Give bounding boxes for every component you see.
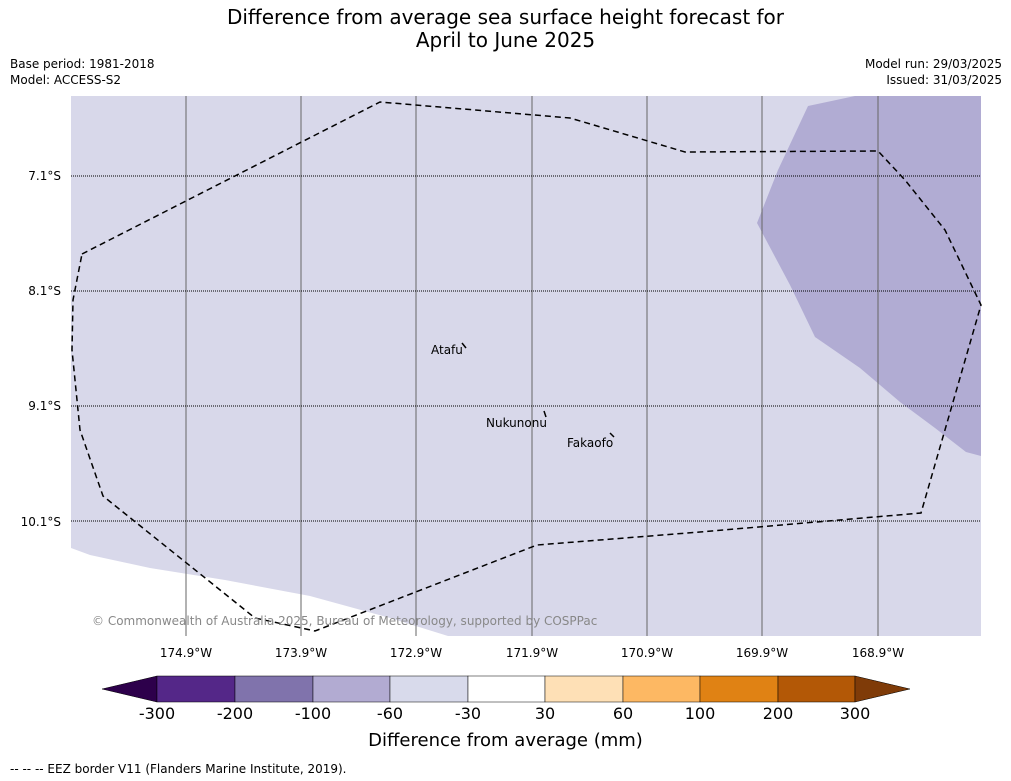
lon-label: 172.9°W [389,646,443,660]
colorbar-segment [389,675,469,703]
island-marks [461,342,615,438]
lon-label: 171.9°W [505,646,559,660]
colorbar-segment [156,675,236,703]
lon-label: 169.9°W [735,646,789,660]
colorbar-segment [777,675,856,703]
lon-label: 174.9°W [159,646,213,660]
colorbar-tick: -60 [376,704,404,723]
anomaly-area-dark [757,96,981,456]
colorbar-segment [699,675,779,703]
place-fakaofo: Fakaofo [567,436,614,450]
lon-label: 170.9°W [620,646,674,660]
base-period: Base period: 1981-2018 [10,57,155,71]
colorbar-extend-low [101,675,158,703]
place-atafu: Atafu [431,343,463,357]
copyright-notice: © Commonwealth of Australia 2025, Bureau… [92,614,598,628]
lat-label: 10.1°S [20,515,61,529]
model-run: Model run: 29/03/2025 [864,57,1002,71]
lat-label: 7.1°S [28,169,61,183]
place-nukunonu: Nukunonu [486,416,547,430]
lon-label: 168.9°W [851,646,905,660]
colorbar-segment [622,675,701,703]
lat-label: 8.1°S [28,284,61,298]
lon-label: 173.9°W [274,646,328,660]
colorbar-tick: -200 [216,704,254,723]
longitude-gridlines [185,96,879,636]
colorbar-segment [544,675,624,703]
colorbar-tick: -300 [138,704,176,723]
colorbar-title: Difference from average (mm) [368,730,643,751]
lat-label: 9.1°S [28,399,61,413]
map-title-line2: April to June 2025 [415,28,596,52]
colorbar-segment [467,675,546,703]
colorbar-tick: 200 [762,704,794,723]
colorbar-extend-high [854,675,911,703]
colorbar-segment [312,675,391,703]
map-title-line1: Difference from average sea surface heig… [226,5,785,29]
colorbar-tick: -100 [294,704,332,723]
colorbar [101,675,911,703]
colorbar-tick: -30 [454,704,482,723]
colorbar-tick: 30 [534,704,556,723]
colorbar-tick: 300 [839,704,871,723]
colorbar-segment [234,675,314,703]
colorbar-tick: 60 [612,704,634,723]
model-name: Model: ACCESS-S2 [10,73,122,87]
colorbar-tick: 100 [684,704,716,723]
issued-date: Issued: 31/03/2025 [886,73,1002,87]
eez-border [71,101,982,632]
anomaly-area-light [71,96,981,636]
eez-footnote: -- -- -- EEZ border V11 (Flanders Marine… [10,762,347,776]
